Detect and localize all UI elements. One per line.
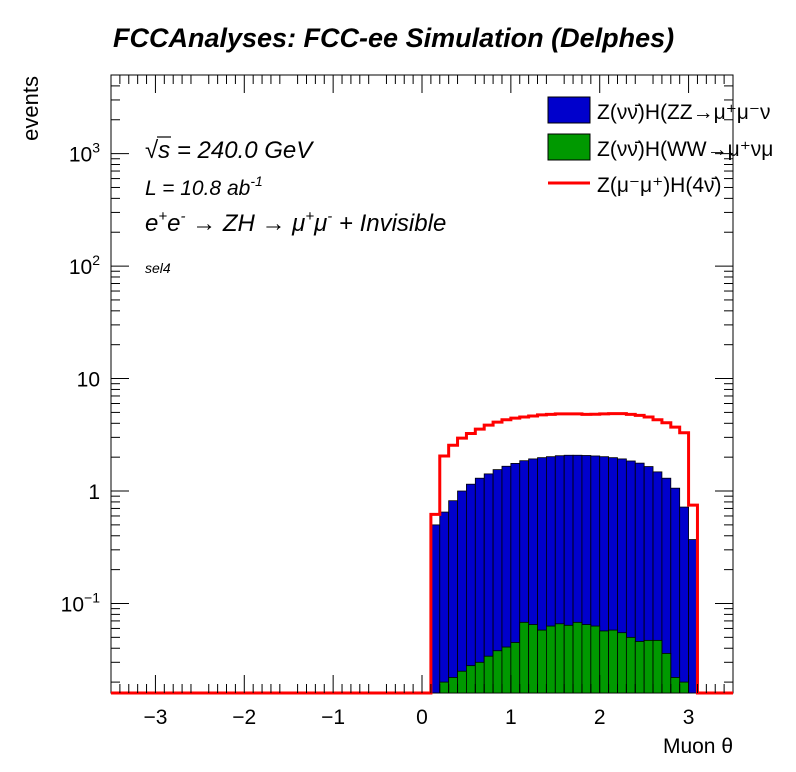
zz-bar [439,511,450,694]
legend-label-zz: Z(νν̄)H(ZZ→μ⁺μ⁻ν [597,101,771,124]
ww-bar [581,624,592,694]
x-tick-label: −1 [321,706,345,729]
histograms [111,412,733,695]
y-tick-label: 102 [69,252,100,279]
chart-title: FCCAnalyses: FCC-ee Simulation (Delphes) [113,23,674,53]
zz-bar [474,477,485,694]
legend-swatch-zz [547,96,591,124]
y-tick-label: 10−1 [61,589,101,616]
x-tick-label: 1 [505,706,517,729]
ww-bar [492,650,503,694]
x-axis-label: Muon θ [663,735,733,758]
ww-bar [501,646,512,694]
axis-ticks: −3 −2 −1 0 1 2 3 10−1 1 10 102 103 [61,75,733,729]
x-tick-label: −3 [143,706,167,729]
y-tick-label: 1 [88,481,100,504]
annotation-selection: sel4 [145,260,171,276]
ww-bar [448,677,458,694]
ww-bar [634,641,645,694]
ww-bar [466,665,476,694]
legend-label-ww: Z(νν̄)H(WW→μ⁺νμ [597,138,773,161]
zz-bar [679,506,689,694]
ww-bar [652,639,663,694]
sqrt-s-rest: = 240.0 GeV [170,137,314,164]
ww-bar [483,655,494,694]
ww-bar [617,632,627,694]
annotation-lumi: L = 10.8 ab-1 [145,173,263,200]
zz-bar [448,500,458,694]
ww-bar [625,636,636,694]
ww-bar [590,625,601,694]
ww-bar [572,621,583,694]
ww-bar [599,630,610,694]
zz-bar [466,483,476,694]
sqrt-s-var: s [158,137,170,164]
zz-bar [670,487,681,694]
ww-bar [554,623,565,694]
ww-bar [439,681,450,694]
x-tick-label: 3 [683,706,695,729]
ww-bar [670,677,681,694]
ww-bar [563,624,574,694]
legend-label-sig: Z(μ⁻μ⁺)H(4ν̄) [597,174,722,197]
annotation-process: e+e- → ZH → μ+μ- + Invisible [145,208,446,237]
ww-bar [643,639,654,694]
ww-bar [679,681,689,694]
ww-bar [519,621,530,694]
legend-swatch-ww [547,133,591,161]
x-tick-label: −2 [232,706,256,729]
ww-bar [661,652,672,694]
x-tick-label: 2 [594,706,606,729]
ww-bar [608,629,618,694]
signal-line [111,412,733,695]
ww-bar [474,661,485,694]
y-axis-label: events [18,76,43,141]
y-tick-label: 103 [69,140,100,167]
sqrt-symbol: √ [145,137,159,164]
x-tick-label: 0 [416,706,428,729]
zz-bar [457,490,467,694]
ww-bar [546,625,556,694]
y-tick-label: 10 [77,369,100,392]
annotation-sqrt-s: √s = 240.0 GeV [145,136,314,164]
ww-bar [537,629,547,694]
svg-text:√s = 240.0 GeV: √s = 240.0 GeV [145,137,314,164]
ww-bar [510,642,521,694]
ww-bar [457,670,467,694]
legend: Z(νν̄)H(ZZ→μ⁺μ⁻ν Z(νν̄)H(WW→μ⁺νμ Z(μ⁻μ⁺)… [547,96,773,197]
ww-bar [528,624,538,694]
